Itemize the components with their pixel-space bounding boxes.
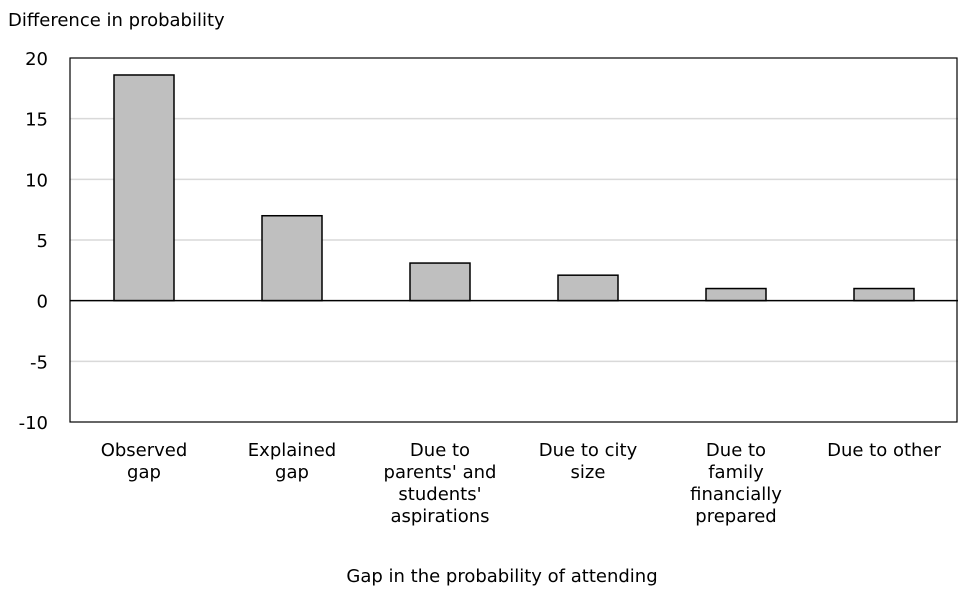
x-tick-label-line: students' [398, 484, 481, 505]
bar [705, 287, 767, 302]
x-tick-label-line: gap [275, 462, 309, 483]
bars [113, 74, 915, 302]
x-tick-label: Observed gap [101, 440, 188, 483]
x-tick-label-line: Explained [248, 440, 336, 461]
x-tick-label-line: gap [127, 462, 161, 483]
x-tick-label-line: aspirations [390, 506, 489, 527]
y-tick-labels: -10 -5 0 5 10 15 20 [19, 49, 48, 434]
y-tick-label: 10 [25, 170, 48, 191]
gridlines [70, 117, 958, 363]
x-tick-label-line: parents' and [384, 462, 497, 483]
y-tick-label: 5 [37, 231, 48, 252]
y-tick-label: 0 [37, 292, 48, 313]
x-tick-label-line: Observed [101, 440, 188, 461]
x-tick-label: Explained gap [248, 440, 336, 483]
y-tick-label: -10 [19, 413, 48, 434]
x-tick-label-line: Due to other [827, 440, 941, 461]
x-tick-label: Due to parents' and students' aspirations [384, 440, 497, 527]
y-axis-title: Difference in probability [8, 10, 225, 31]
y-tick-label: -5 [30, 352, 48, 373]
bar [113, 74, 175, 302]
y-tick-label: 20 [25, 49, 48, 70]
bar [557, 274, 619, 302]
x-tick-label-line: Due to [706, 440, 766, 461]
bar [261, 214, 323, 302]
x-tick-label-line: size [571, 462, 606, 483]
x-tick-label-line: financially [690, 484, 782, 505]
x-tick-label: Due to family financially prepared [690, 440, 782, 527]
x-axis-title: Gap in the probability of attending [346, 566, 657, 587]
x-tick-label-line: family [708, 462, 764, 483]
x-tick-label: Due to other [827, 440, 941, 461]
x-tick-label: Due to city size [539, 440, 638, 483]
y-tick-label: 15 [25, 110, 48, 131]
x-tick-label-line: Due to city [539, 440, 638, 461]
plot-frame [69, 57, 958, 423]
bar [409, 262, 471, 302]
x-tick-label-line: prepared [695, 506, 776, 527]
x-tick-label-line: Due to [410, 440, 470, 461]
bar [853, 287, 915, 302]
